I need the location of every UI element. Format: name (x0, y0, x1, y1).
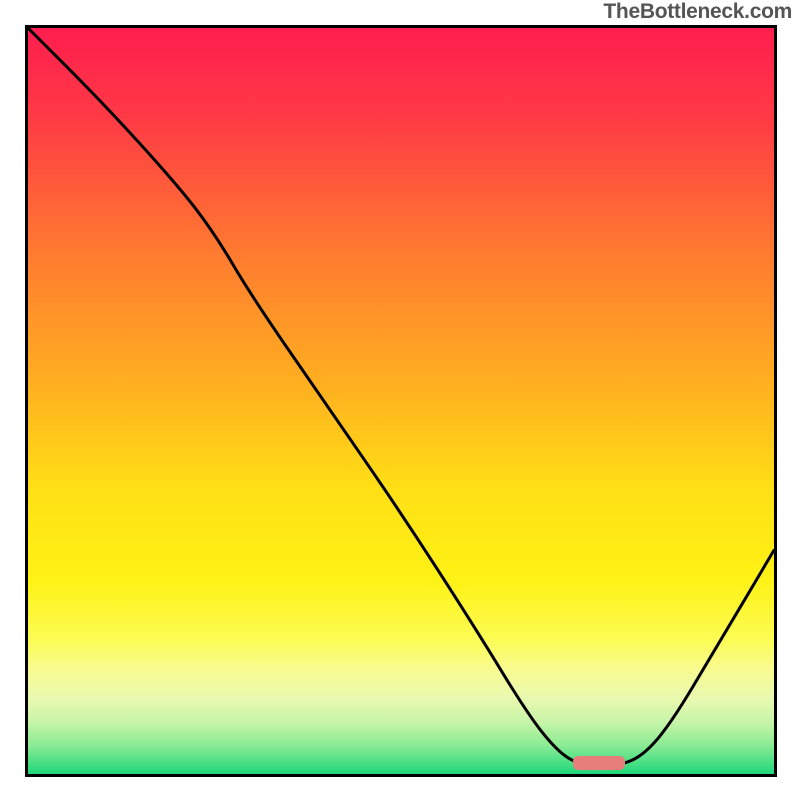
frame-border-top (25, 25, 777, 28)
frame-border-bottom (25, 774, 777, 777)
chart-plot-area (25, 25, 777, 777)
frame-border-left (25, 25, 28, 777)
frame-border-right (774, 25, 777, 777)
optimal-point-marker (573, 756, 625, 770)
watermark-text: TheBottleneck.com (603, 0, 792, 24)
chart-curve (25, 25, 777, 777)
